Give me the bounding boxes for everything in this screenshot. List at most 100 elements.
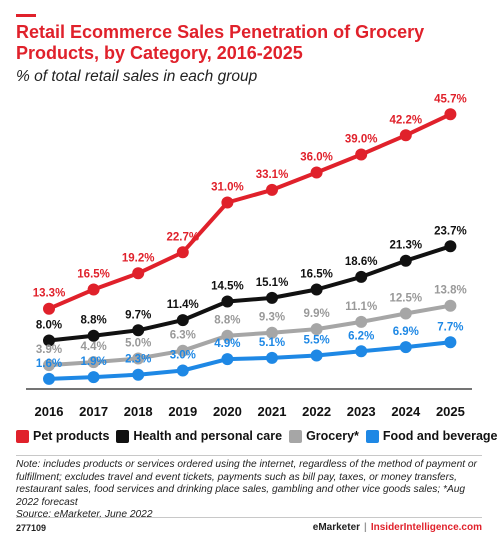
data-point	[132, 368, 145, 381]
legend: Pet products Health and personal care Gr…	[16, 429, 498, 443]
data-label: 6.3%	[170, 330, 196, 342]
data-label: 19.2%	[122, 252, 155, 264]
data-label: 33.1%	[256, 169, 289, 181]
data-point	[355, 345, 368, 358]
series-food-and-beverage: 1.6% 1.9% 2.3% 3.0% 4.9% 5.1% 5.5% 6.2% 6.9% 7.7%	[36, 321, 464, 385]
series-line	[47, 303, 453, 368]
data-label: 8.8%	[214, 315, 240, 327]
data-point	[444, 336, 457, 349]
data-label: 12.5%	[389, 293, 422, 305]
legend-swatch	[16, 429, 29, 443]
data-label: 5.0%	[125, 338, 151, 350]
brand-credit: eMarketer | InsiderIntelligence.com	[313, 522, 482, 533]
data-label: 1.6%	[36, 358, 62, 370]
data-point	[43, 334, 55, 347]
data-label: 3.0%	[170, 350, 196, 362]
legend-swatch	[289, 429, 303, 443]
data-label: 9.9%	[303, 308, 329, 320]
data-point	[444, 108, 457, 121]
data-point	[176, 314, 189, 327]
legend-item-health-personal-care: Health and personal care	[116, 429, 282, 443]
data-point	[310, 283, 323, 296]
brand-separator: |	[364, 522, 367, 533]
x-tick-label: 2016	[35, 404, 64, 419]
data-label: 6.2%	[348, 330, 374, 342]
data-point	[266, 183, 278, 196]
data-label: 4.9%	[214, 338, 240, 350]
chart-title: Retail Ecommerce Sales Penetration of Gr…	[16, 22, 425, 63]
data-label: 5.5%	[303, 335, 329, 347]
legend-item-pet-products: Pet products	[16, 429, 109, 443]
legend-item-grocery: Grocery*	[289, 429, 359, 443]
data-label: 15.1%	[256, 277, 289, 289]
data-point	[87, 283, 100, 296]
data-point	[310, 349, 323, 362]
data-label: 11.4%	[167, 299, 199, 311]
data-point	[132, 352, 145, 365]
data-label: 8.8%	[80, 315, 106, 327]
x-tick-label: 2019	[168, 404, 197, 419]
x-tick-label: 2024	[391, 404, 421, 419]
x-tick-label: 2023	[347, 404, 376, 419]
data-point	[43, 372, 55, 385]
data-label: 5.1%	[259, 337, 285, 349]
data-point	[266, 351, 278, 364]
series-line	[47, 244, 453, 343]
data-label: 4.4%	[80, 341, 106, 353]
legend-label: Food and beverage	[382, 429, 498, 443]
data-point	[399, 254, 412, 267]
series-pet-products: 13.3% 16.5% 19.2% 22.7% 31.0% 33.1% 36.0% 39.0%…	[33, 93, 467, 315]
data-label: 3.9%	[36, 344, 62, 356]
data-label: 1.9%	[80, 356, 106, 368]
data-label: 31.0%	[211, 182, 244, 194]
data-label: 8.0%	[36, 320, 62, 332]
line-chart: 2016 2017 2018 2019 2020 2021 2022 2023 2024 2025…	[26, 93, 472, 419]
data-point	[399, 129, 412, 142]
data-label: 45.7%	[434, 93, 467, 105]
x-tick-label: 2020	[213, 404, 242, 419]
data-point	[221, 196, 234, 209]
x-tick-label: 2018	[124, 404, 153, 419]
source-text: Source: eMarketer, June 2022	[16, 509, 153, 520]
data-label: 22.7%	[166, 231, 199, 243]
legend-swatch	[365, 429, 379, 443]
footer-divider	[16, 517, 482, 518]
data-point	[221, 329, 234, 342]
chart-note: Note: includes products or services orde…	[16, 459, 486, 522]
legend-label: Pet products	[33, 429, 110, 443]
data-label: 7.7%	[437, 321, 463, 333]
data-point	[176, 344, 189, 357]
data-label: 16.5%	[300, 269, 333, 281]
data-point	[176, 246, 189, 259]
data-point	[355, 315, 368, 328]
data-label: 13.8%	[434, 285, 467, 297]
series-line	[47, 112, 453, 311]
legend-swatch	[116, 429, 130, 443]
data-label: 42.2%	[389, 114, 422, 126]
data-point	[43, 359, 55, 372]
chart-id: 277109	[16, 523, 47, 533]
data-label: 9.7%	[125, 309, 151, 321]
data-point	[444, 240, 457, 253]
data-label: 18.6%	[345, 256, 378, 268]
data-point	[355, 270, 368, 283]
data-label: 36.0%	[300, 152, 333, 164]
data-point	[266, 326, 278, 339]
series-health-and-personal-care: 8.0% 8.8% 9.7% 11.4% 14.5% 15.1% 16.5% 18.6% 21.…	[36, 225, 467, 347]
data-point	[221, 353, 234, 366]
data-point	[310, 323, 323, 336]
data-point	[266, 291, 278, 304]
legend-label: Health and personal care	[133, 429, 283, 443]
data-label: 16.5%	[77, 269, 110, 281]
data-point	[310, 166, 323, 179]
series-grocery: 3.9% 4.4% 5.0% 6.3% 8.8% 9.3% 9.9% 11.1% 12.5% 13…	[36, 285, 467, 372]
data-label: 13.3%	[33, 288, 66, 300]
data-point	[176, 364, 189, 377]
data-point	[399, 341, 412, 354]
x-tick-label: 2021	[258, 404, 287, 419]
legend-label: Grocery*	[306, 429, 359, 443]
data-point	[355, 148, 368, 161]
data-label: 23.7%	[434, 225, 467, 237]
chart-subtitle: % of total retail sales in each group	[16, 68, 258, 85]
data-label: 11.1%	[345, 301, 377, 313]
